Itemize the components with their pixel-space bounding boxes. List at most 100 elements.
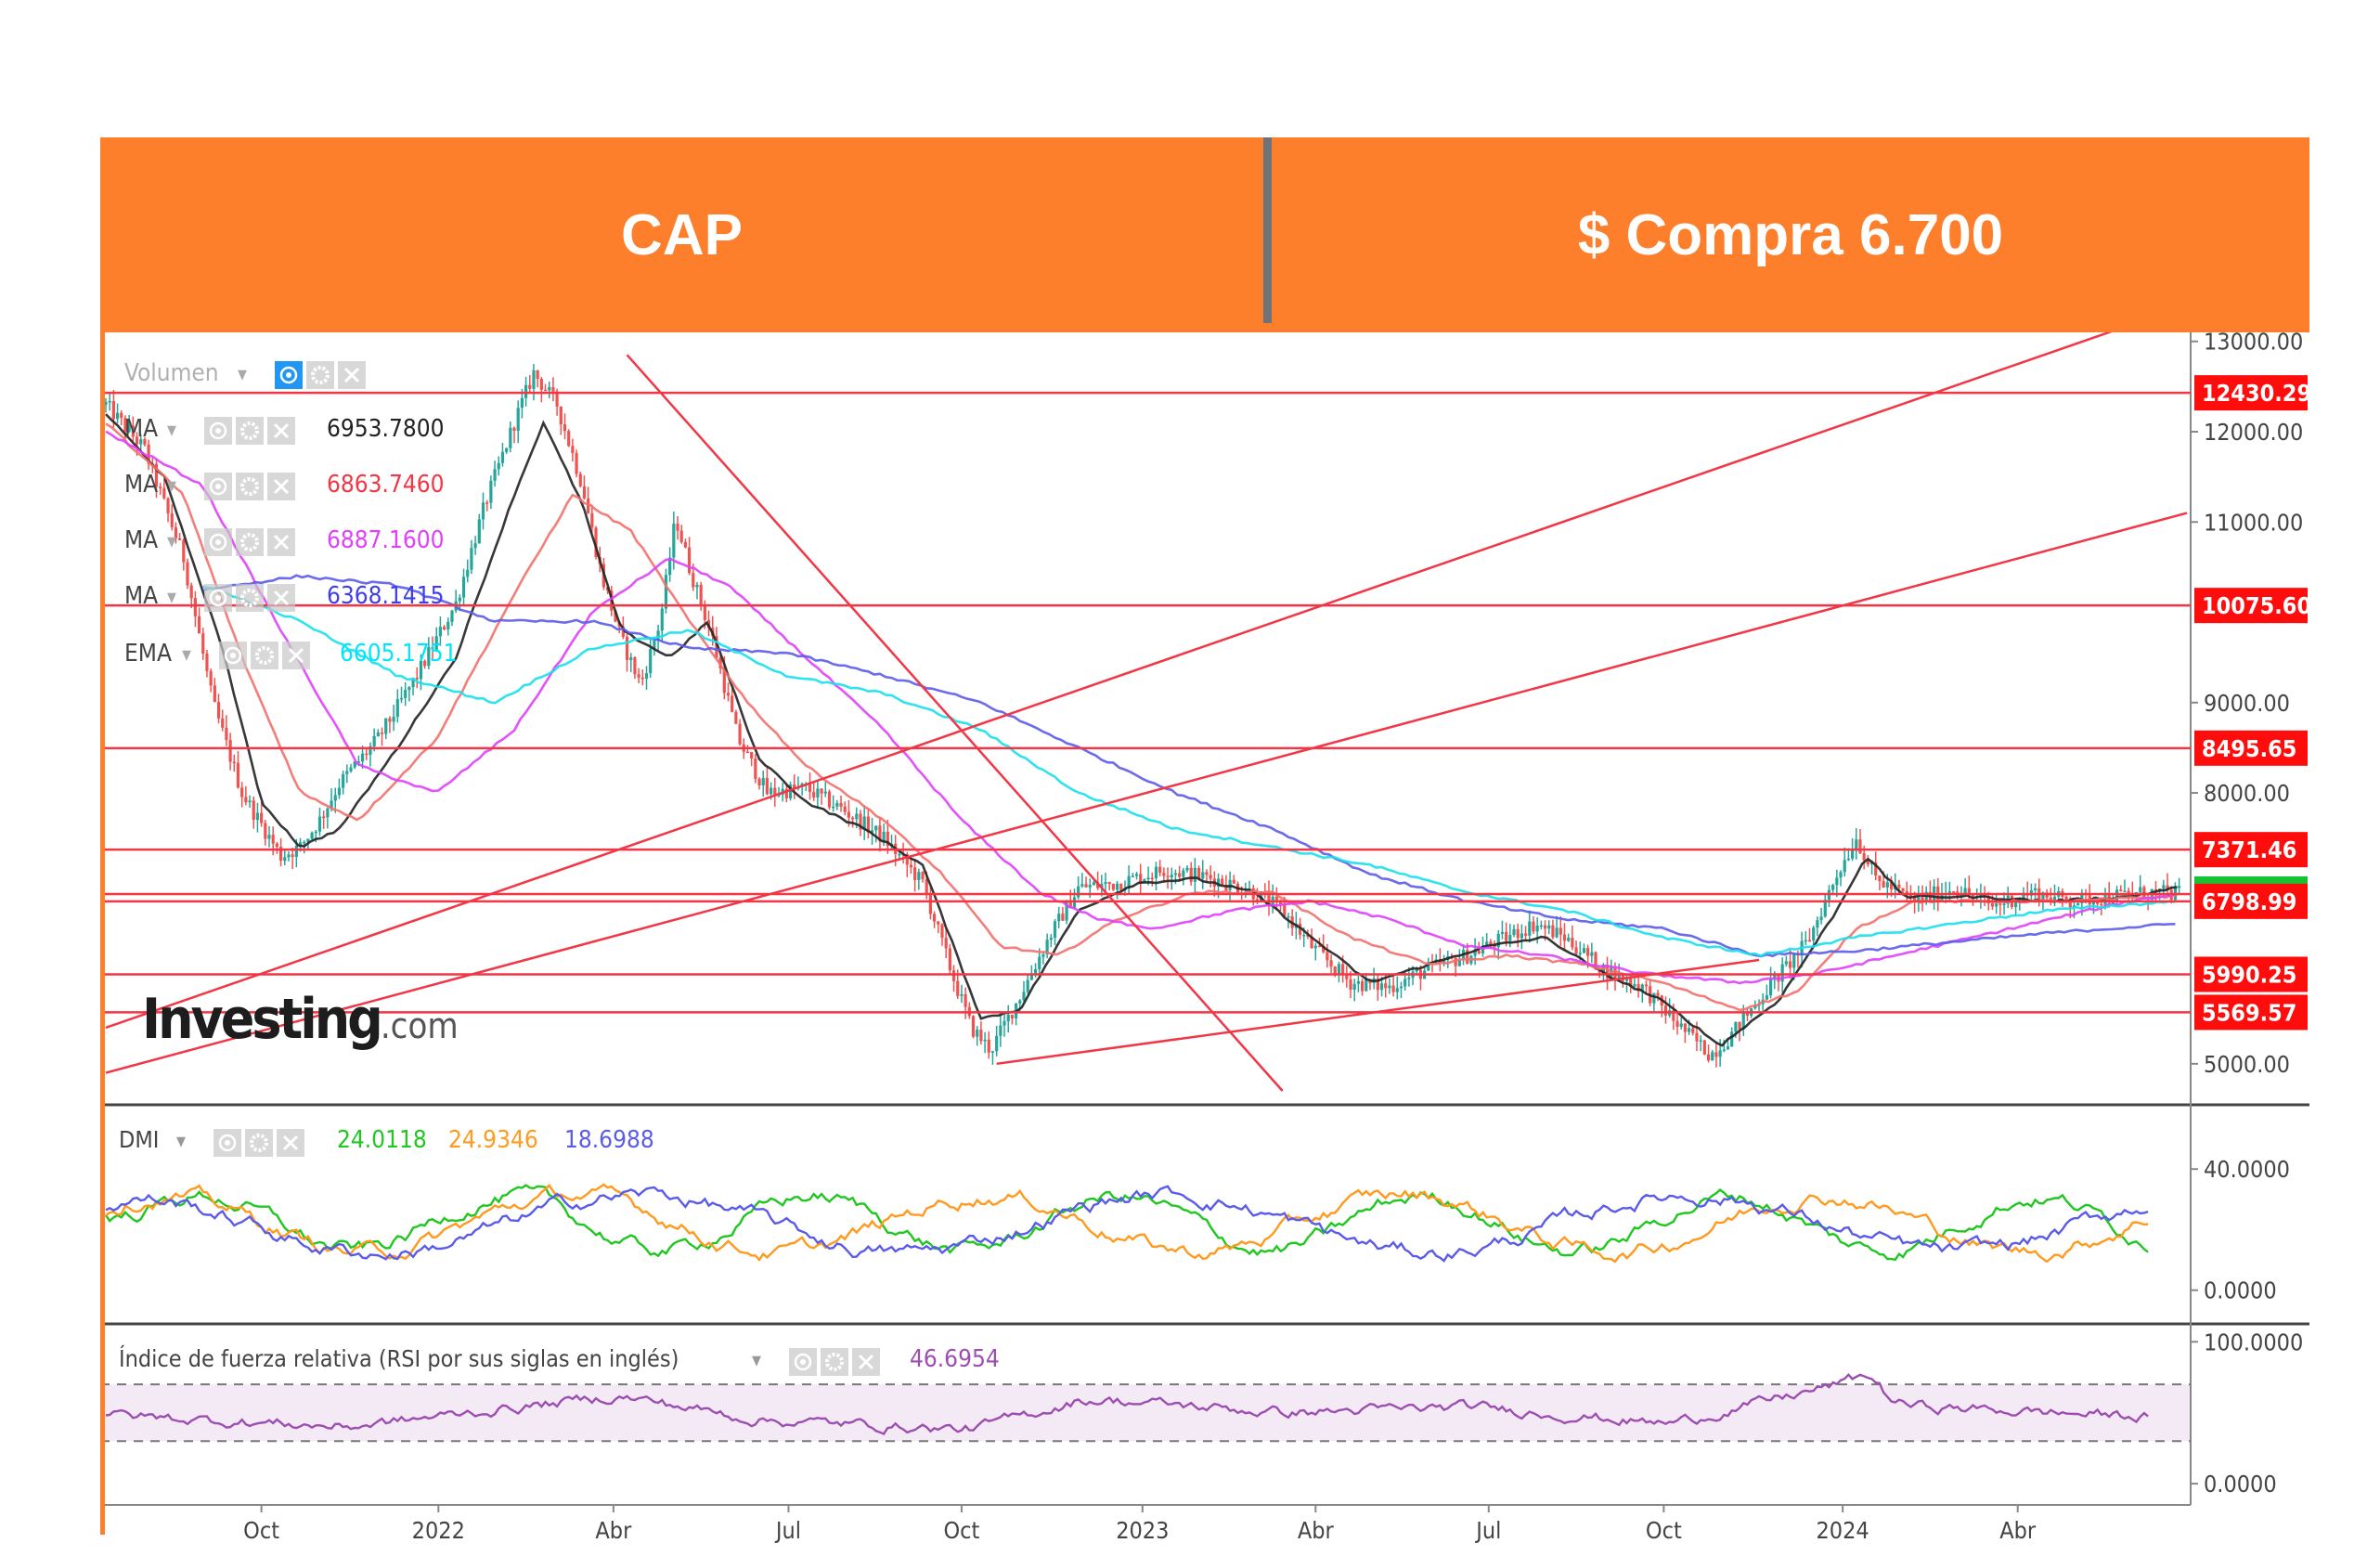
eye-icon[interactable] [204, 528, 232, 556]
price-candle [1313, 945, 1317, 949]
price-candle [1921, 895, 1924, 902]
price-candle [1131, 875, 1134, 877]
price-candle [882, 831, 886, 842]
price-candle [990, 1051, 995, 1053]
price-candle [1088, 885, 1092, 888]
gear-icon-bg[interactable] [236, 584, 264, 612]
eye-icon[interactable] [275, 361, 303, 389]
price-candle [458, 597, 461, 602]
price-candle [473, 543, 477, 549]
price-candle [761, 777, 765, 785]
price-candle [1337, 964, 1341, 975]
price-candle [676, 524, 679, 531]
price-candle [1119, 883, 1123, 890]
price-candle [995, 1035, 999, 1052]
close-icon[interactable] [267, 417, 295, 445]
gear-icon[interactable] [236, 584, 264, 612]
price-candle [1862, 853, 1866, 861]
gear-icon[interactable] [251, 642, 278, 669]
price-candle [843, 806, 847, 812]
moving-average-line-1 [105, 413, 2178, 1047]
price-candle [294, 845, 298, 857]
indicator-legend-caret: ▾ [167, 474, 176, 498]
eye-icon[interactable] [204, 417, 232, 445]
x-tick-label: Oct [1646, 1517, 1682, 1544]
indicator-legend-value-5: 6368.1415 [327, 582, 444, 610]
gear-icon[interactable] [306, 361, 334, 389]
eye-icon[interactable] [789, 1348, 817, 1376]
gear-icon[interactable] [821, 1348, 848, 1376]
price-candle [1457, 960, 1461, 966]
price-candle [551, 387, 555, 392]
indicator-legend-value-3: 6863.7460 [327, 471, 444, 499]
price-candle [1699, 1040, 1702, 1043]
gear-icon-bg[interactable] [306, 361, 334, 389]
close-icon[interactable] [277, 1129, 304, 1157]
price-candle [178, 538, 182, 540]
eye-icon[interactable] [219, 642, 247, 669]
eye-icon-pupil [800, 1359, 806, 1365]
price-candle [1586, 948, 1590, 956]
gear-icon[interactable] [236, 528, 264, 556]
price-candle [1041, 953, 1045, 957]
gear-icon[interactable] [245, 1129, 273, 1157]
gear-icon-bg[interactable] [821, 1348, 848, 1376]
price-candle [255, 812, 260, 821]
indicator-legend-caret: ▾ [167, 419, 176, 442]
price-candle [1812, 927, 1816, 941]
close-icon[interactable] [267, 528, 295, 556]
gear-icon-bg[interactable] [251, 642, 278, 669]
price-candle [1835, 877, 1839, 886]
price-candle [543, 389, 548, 392]
gear-icon-bg[interactable] [245, 1129, 273, 1157]
price-candle [956, 980, 960, 996]
price-candle [855, 813, 859, 820]
close-icon[interactable] [267, 473, 295, 500]
price-candle [1232, 879, 1235, 884]
close-icon[interactable] [267, 584, 295, 612]
gear-icon[interactable] [236, 417, 264, 445]
price-candle [1182, 870, 1185, 877]
price-candle [1691, 1028, 1695, 1033]
eye-icon-ring [279, 366, 298, 384]
price-candle [679, 530, 683, 542]
price-candle [509, 427, 512, 448]
price-candle [442, 627, 446, 629]
close-icon[interactable] [852, 1348, 880, 1376]
price-candle [1675, 1020, 1679, 1027]
price-candle [1687, 1028, 1691, 1032]
x-tick-label: 2024 [1817, 1517, 1869, 1544]
price-candle [660, 608, 664, 631]
trendline-3 [626, 354, 1284, 1092]
price-candle [2041, 892, 2045, 902]
eye-icon[interactable] [204, 584, 232, 612]
price-candle [123, 418, 127, 432]
price-candle [1154, 866, 1158, 879]
gear-icon-bg[interactable] [236, 473, 264, 500]
eye-icon[interactable] [213, 1129, 241, 1157]
indicator-legend-value-4: 6887.1600 [327, 526, 444, 554]
gear-icon[interactable] [236, 473, 264, 500]
close-icon[interactable] [282, 642, 310, 669]
price-candle [1326, 952, 1329, 961]
eye-icon-ring [209, 589, 227, 607]
close-icon[interactable] [338, 361, 366, 389]
price-candle [614, 610, 617, 622]
price-candle [1481, 947, 1485, 954]
header-banner: CAP $ Compra 6.700 [100, 137, 2309, 332]
close-icon-stroke [273, 590, 290, 606]
price-candle [1831, 885, 1835, 890]
eye-icon[interactable] [204, 473, 232, 500]
price-candle [1139, 874, 1143, 884]
price-candle [1485, 941, 1489, 948]
price-candle [1913, 896, 1917, 902]
price-candle [1317, 945, 1322, 948]
gear-icon-bg[interactable] [236, 528, 264, 556]
x-tick-label: Abr [595, 1517, 632, 1544]
gear-icon-shape [240, 477, 259, 496]
price-candle [1333, 966, 1337, 975]
sr-price-tag [2194, 994, 2308, 1031]
gear-icon-bg[interactable] [236, 417, 264, 445]
price-candle [1804, 940, 1807, 942]
price-candle [960, 993, 964, 996]
